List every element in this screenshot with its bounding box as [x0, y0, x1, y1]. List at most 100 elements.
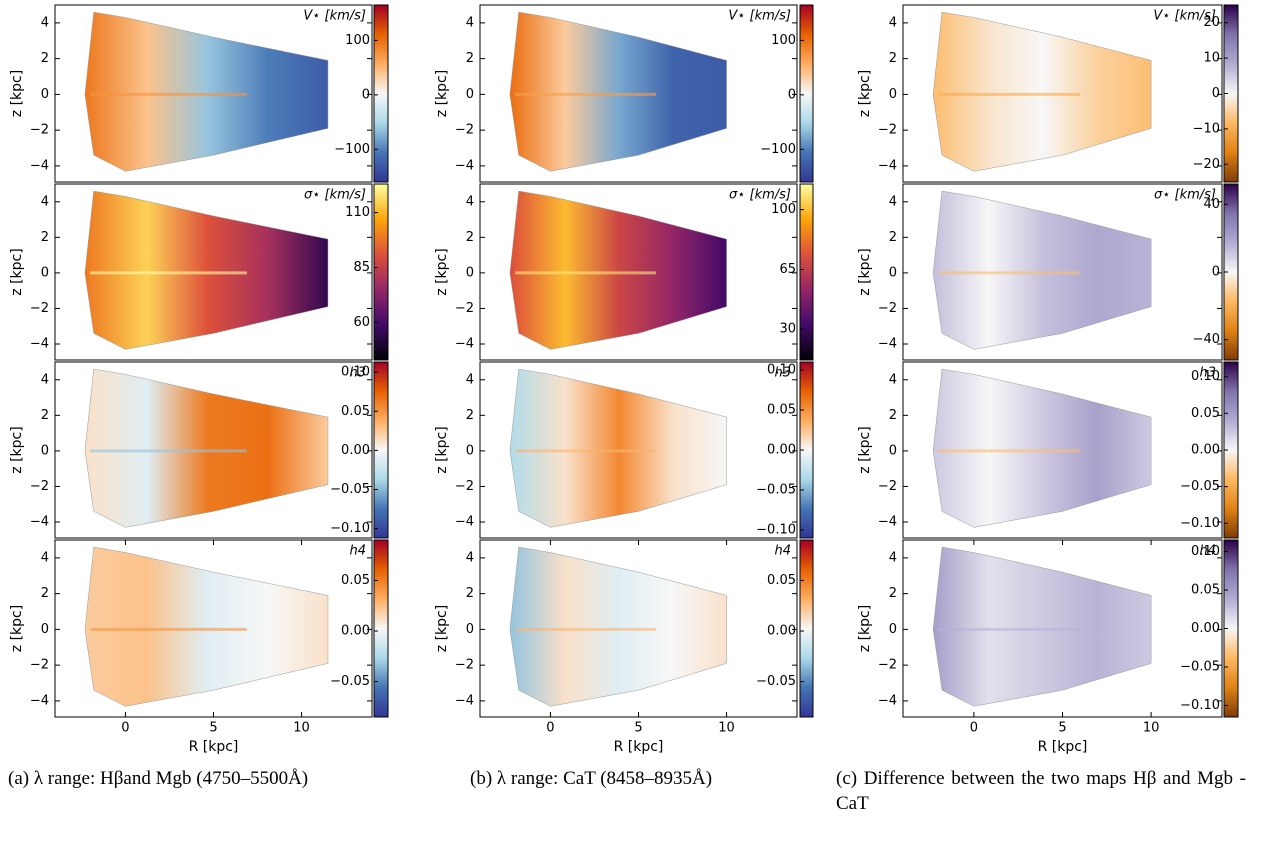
colorbar-tick-label: 0.05 [767, 573, 796, 588]
y-tick-label: −4 [878, 337, 897, 352]
y-tick-label: 2 [889, 586, 897, 601]
y-tick-label: −2 [455, 123, 474, 138]
y-axis-label: z [kpc] [434, 605, 450, 652]
colorbar-tick-label: 0.05 [341, 404, 370, 419]
y-tick-label: 2 [41, 408, 49, 423]
y-tick-label: 0 [41, 265, 49, 280]
y-tick-label: 0 [889, 87, 897, 102]
x-axis-label: R [kpc] [614, 739, 664, 755]
x-tick-label: 10 [293, 721, 310, 736]
panel-label: σ⋆ [km/s] [729, 188, 791, 203]
colorbar-tick-label: 0.05 [1191, 406, 1220, 421]
colorbar-tick-label: 20 [1203, 15, 1220, 30]
colorbar-tick-label: −0.10 [1180, 516, 1220, 531]
y-tick-label: −4 [878, 515, 897, 530]
colorbar-tick-label: 65 [779, 262, 796, 277]
axes-frame [479, 4, 798, 183]
colorbar-tick-label: −0.05 [1180, 659, 1220, 674]
x-tick-label: 0 [546, 721, 554, 736]
y-tick-label: 4 [41, 550, 49, 565]
y-tick-label: 4 [41, 372, 49, 387]
colorbar-tick-label: 40 [1203, 197, 1220, 212]
axes-frame [54, 183, 373, 361]
x-tick-label: 10 [1143, 721, 1160, 736]
panel-label: h3 [774, 366, 791, 381]
y-tick-label: 0 [889, 622, 897, 637]
colorbar-tick-label: 0.10 [767, 363, 796, 378]
colorbar-tick-label: 0.10 [1191, 369, 1220, 384]
x-tick-label: 10 [718, 721, 735, 736]
y-tick-label: −4 [878, 693, 897, 708]
y-tick-label: 4 [466, 372, 474, 387]
y-tick-label: −4 [878, 158, 897, 173]
y-tick-label: 2 [466, 586, 474, 601]
y-tick-label: 0 [466, 443, 474, 458]
map-region [932, 546, 1152, 707]
colorbar-tick-label: 0.00 [767, 624, 796, 639]
y-tick-label: 0 [41, 622, 49, 637]
map-region [84, 11, 329, 172]
panel-label: h3 [1199, 366, 1216, 381]
y-tick-label: −2 [30, 301, 49, 316]
map-region [932, 368, 1152, 528]
y-tick-label: −2 [455, 301, 474, 316]
y-tick-label: −4 [455, 158, 474, 173]
colorbar-tick-label: 0.05 [1191, 583, 1220, 598]
colorbar-tick-label: −0.05 [756, 483, 796, 498]
y-axis-label: z [kpc] [857, 248, 873, 295]
colorbar-tick-label: 0.00 [1191, 443, 1220, 458]
colorbar-tick-label: 30 [779, 322, 796, 337]
y-tick-label: 4 [466, 194, 474, 209]
colorbar-tick-label: 0.00 [1191, 621, 1220, 636]
panel-label: V⋆ [km/s] [728, 9, 791, 24]
map-region [84, 546, 329, 707]
y-axis-label: z [kpc] [9, 426, 25, 473]
panel-label: V⋆ [km/s] [303, 9, 366, 24]
panel-label: h4 [774, 544, 791, 559]
colorbar-tick-label: −100 [334, 142, 370, 157]
y-axis-label: z [kpc] [9, 248, 25, 295]
y-tick-label: 2 [889, 51, 897, 66]
y-tick-label: 2 [41, 586, 49, 601]
y-tick-label: 4 [889, 372, 897, 387]
y-tick-label: 2 [41, 230, 49, 245]
x-tick-label: 5 [209, 721, 217, 736]
y-tick-label: −2 [878, 301, 897, 316]
x-axis-label: R [kpc] [1038, 739, 1088, 755]
map-region [84, 190, 329, 350]
colorbar [799, 4, 814, 183]
y-tick-label: −2 [878, 479, 897, 494]
y-axis-label: z [kpc] [857, 605, 873, 652]
map-region [932, 190, 1152, 350]
colorbar-tick-label: 10 [1203, 51, 1220, 66]
y-axis-label: z [kpc] [434, 70, 450, 117]
colorbar [373, 4, 389, 183]
colorbar [799, 539, 814, 718]
y-axis-label: z [kpc] [434, 426, 450, 473]
colorbar-tick-label: 60 [353, 315, 370, 330]
colorbar-tick-label: −10 [1193, 121, 1220, 136]
y-tick-label: 2 [466, 230, 474, 245]
panel-label: h4 [1199, 544, 1216, 559]
map-region [509, 368, 727, 528]
colorbar-tick-label: 0 [1212, 265, 1220, 280]
y-tick-label: 2 [466, 51, 474, 66]
colorbar-tick-label: −40 [1193, 332, 1220, 347]
x-tick-label: 0 [121, 721, 129, 736]
y-tick-label: −4 [30, 515, 49, 530]
colorbar [373, 183, 389, 361]
y-tick-label: 4 [41, 15, 49, 30]
axes-frame [479, 183, 798, 361]
panel-label: V⋆ [km/s] [1153, 9, 1216, 24]
colorbar-tick-label: −0.10 [330, 521, 370, 536]
map-region [509, 546, 727, 707]
y-axis-label: z [kpc] [9, 70, 25, 117]
y-tick-label: 2 [466, 408, 474, 423]
y-tick-label: 2 [889, 408, 897, 423]
colorbar-tick-label: −0.10 [756, 523, 796, 538]
colorbar-tick-label: 110 [345, 205, 370, 220]
x-tick-label: 5 [1058, 721, 1066, 736]
y-tick-label: 0 [889, 265, 897, 280]
y-tick-label: −2 [455, 479, 474, 494]
